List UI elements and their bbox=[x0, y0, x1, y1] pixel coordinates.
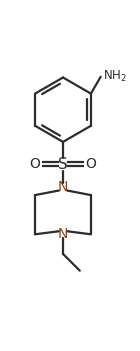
Text: N: N bbox=[58, 180, 68, 194]
Text: O: O bbox=[30, 157, 41, 171]
Text: S: S bbox=[58, 157, 68, 172]
Text: NH$_2$: NH$_2$ bbox=[103, 68, 127, 84]
Text: O: O bbox=[85, 157, 96, 171]
Text: N: N bbox=[58, 227, 68, 241]
